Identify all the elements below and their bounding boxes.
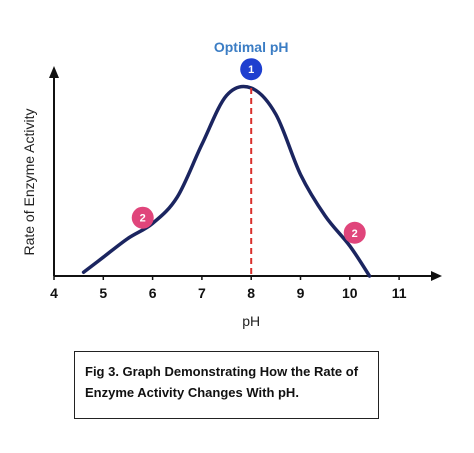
marker-label: 2 (352, 228, 358, 240)
x-tick-label: 11 (392, 285, 407, 301)
axes (49, 66, 442, 281)
x-tick-label: 5 (99, 285, 107, 301)
y-axis-label: Rate of Enzyme Activity (21, 108, 37, 255)
marker-circle (240, 58, 263, 81)
y-axis-arrow (49, 66, 59, 78)
enzyme-ph-chart: 4 5 6 7 8 9 10 11 122 pH Rate of Enzyme Activit… (21, 39, 442, 329)
x-tick-label: 10 (342, 285, 358, 301)
marker-circle (343, 221, 366, 244)
x-tick-label: 9 (297, 285, 305, 301)
marker-circle (131, 206, 154, 229)
marker-label: 2 (140, 213, 146, 225)
activity-curve-line (81, 84, 372, 278)
x-tick-label: 7 (198, 285, 206, 301)
optimal-ph-title: Optimal pH (214, 39, 289, 55)
marker-label: 1 (248, 64, 254, 76)
caption-line-1: Fig 3. Graph Demonstrating How the Rate … (85, 364, 359, 379)
x-tick-label: 4 (50, 285, 58, 301)
annotations: 1 2 2 (131, 58, 366, 276)
x-tick-labels: 4 5 6 7 8 9 10 11 (50, 276, 407, 301)
x-axis-arrow (431, 271, 442, 281)
x-tick-label: 6 (149, 285, 157, 301)
activity-curve (81, 84, 372, 278)
x-axis-label: pH (242, 313, 260, 329)
caption-line-2: Enzyme Activity Changes With pH. (85, 385, 299, 400)
figure-caption: Fig 3. Graph Demonstrating How the Rate … (74, 351, 379, 419)
x-tick-label: 8 (247, 285, 255, 301)
